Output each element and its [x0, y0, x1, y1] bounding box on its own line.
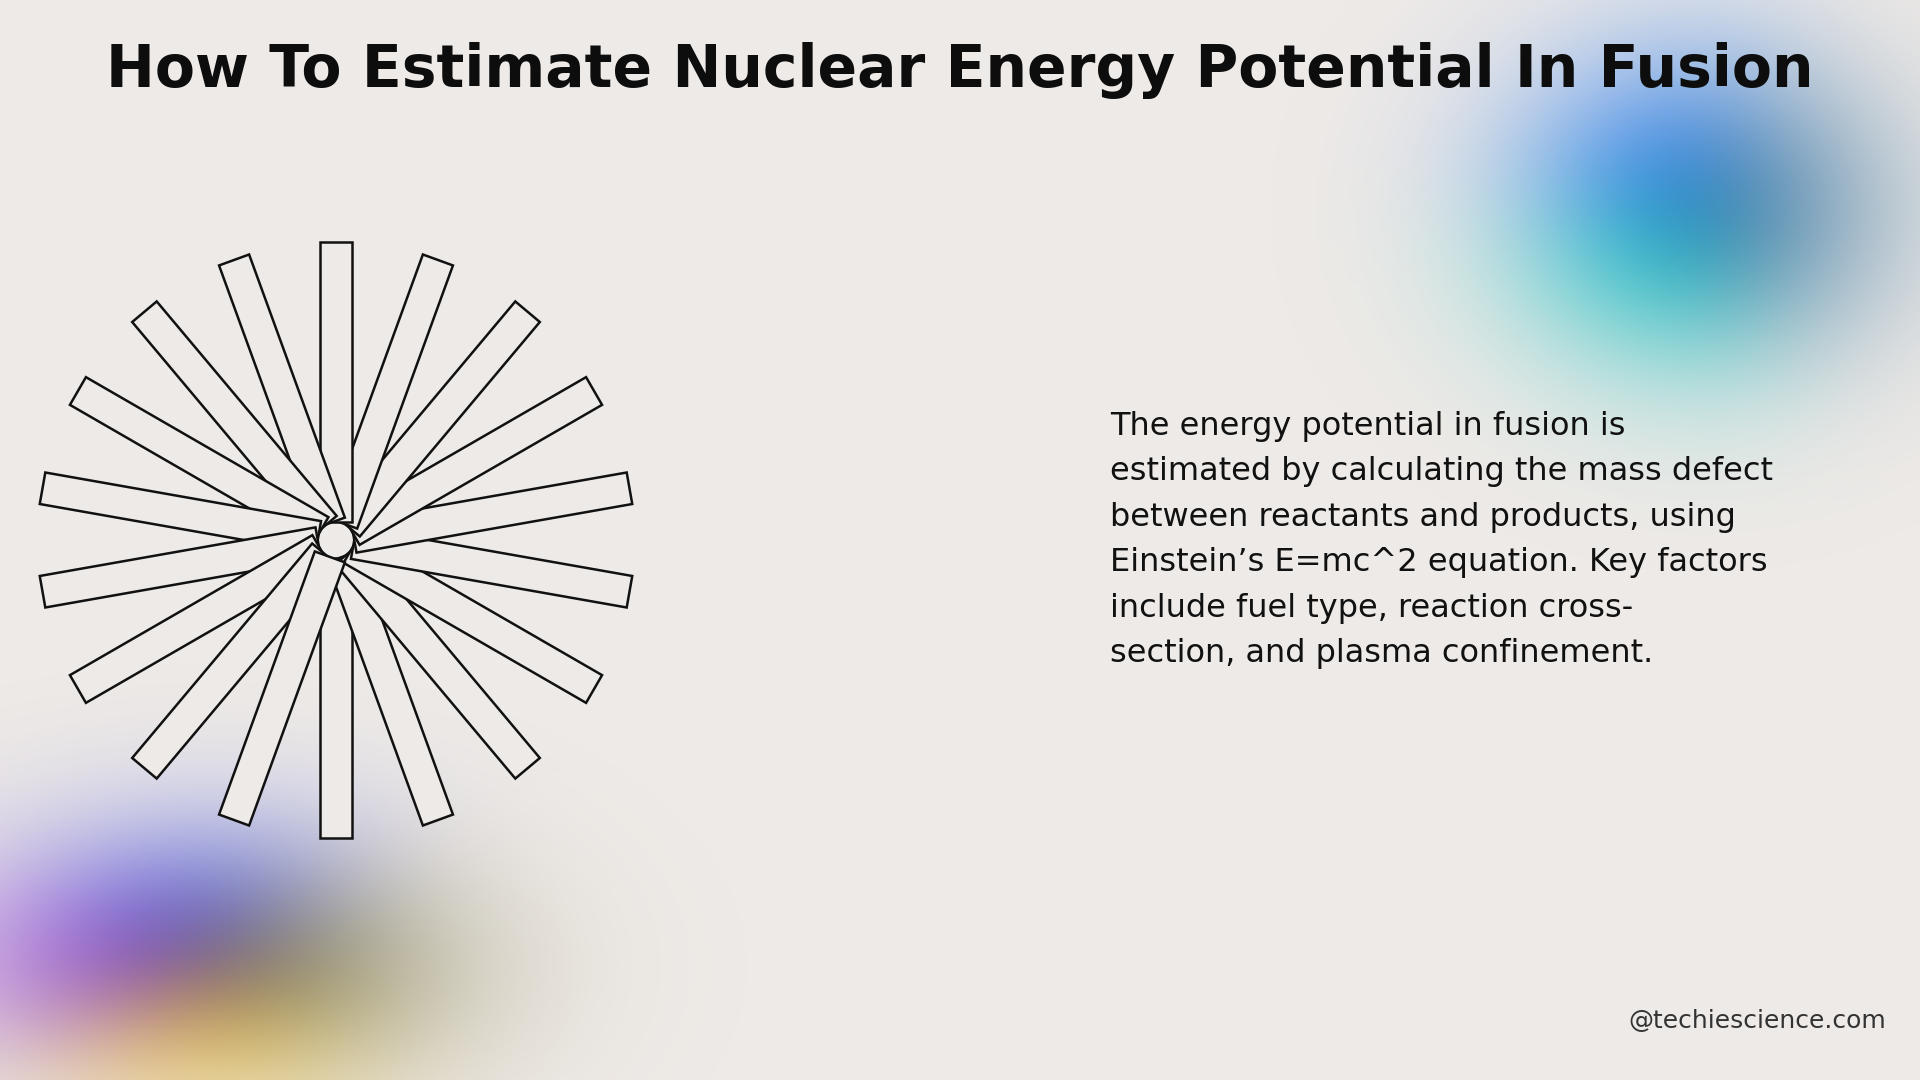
Text: The energy potential in fusion is
estimated by calculating the mass defect
betwe: The energy potential in fusion is estima… [1110, 411, 1772, 669]
Polygon shape [326, 255, 453, 528]
Text: How To Estimate Nuclear Energy Potential In Fusion: How To Estimate Nuclear Energy Potential… [106, 42, 1814, 98]
Polygon shape [69, 536, 328, 703]
Polygon shape [219, 255, 346, 528]
Polygon shape [336, 543, 540, 779]
Polygon shape [40, 472, 321, 553]
Polygon shape [132, 301, 336, 537]
Text: @techiescience.com: @techiescience.com [1628, 1009, 1885, 1032]
Polygon shape [351, 527, 632, 608]
Polygon shape [336, 301, 540, 537]
Polygon shape [326, 552, 453, 825]
Polygon shape [351, 472, 632, 553]
Polygon shape [321, 558, 351, 838]
Polygon shape [344, 377, 603, 544]
Polygon shape [321, 242, 351, 522]
Polygon shape [40, 527, 321, 608]
Polygon shape [344, 536, 603, 703]
Polygon shape [219, 552, 346, 825]
Polygon shape [69, 377, 328, 544]
Polygon shape [132, 543, 336, 779]
